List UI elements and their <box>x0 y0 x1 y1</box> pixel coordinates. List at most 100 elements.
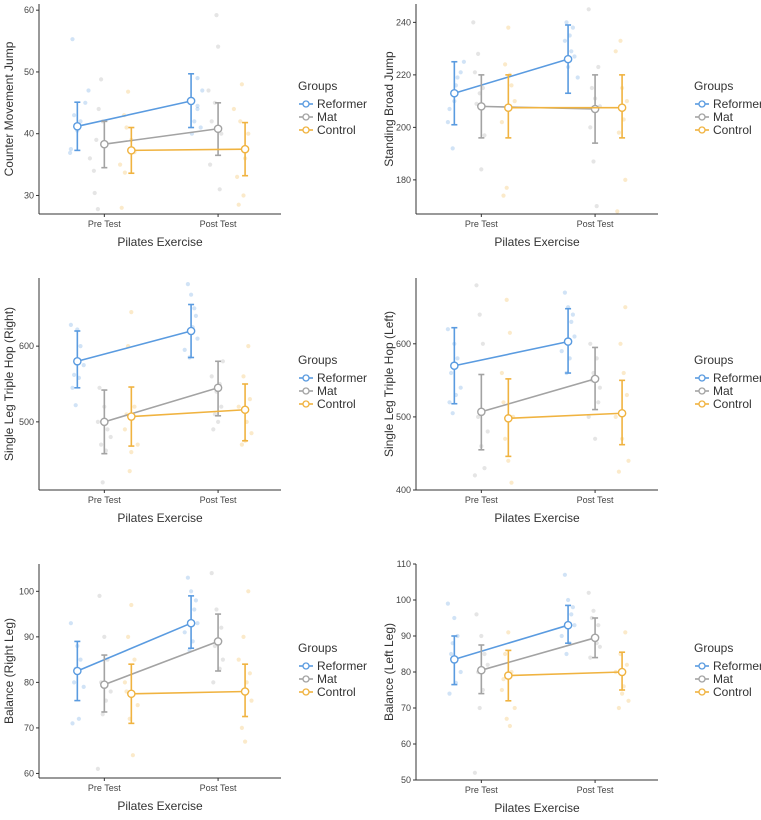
data-point <box>501 400 506 405</box>
data-point <box>479 167 484 172</box>
legend-label-reformer: Reformer <box>317 659 367 673</box>
y-tick-label: 60 <box>401 739 411 749</box>
y-tick-label: 30 <box>24 190 34 200</box>
data-point <box>455 633 460 639</box>
y-tick-label: 70 <box>24 723 34 733</box>
legend-key-marker <box>698 400 706 408</box>
legend-key-marker <box>698 374 706 382</box>
y-tick-label: 60 <box>24 5 34 15</box>
data-point <box>236 657 241 662</box>
data-point <box>588 655 593 660</box>
data-point <box>247 671 252 676</box>
data-point <box>589 85 594 91</box>
data-point <box>477 705 482 711</box>
mean-marker <box>450 361 459 371</box>
data-point <box>509 480 514 485</box>
y-axis-title: Balance (Right Leg) <box>2 618 16 724</box>
data-point <box>482 466 487 471</box>
y-tick-label: 40 <box>24 129 34 139</box>
chart-panel: 180 200 220 240 Pre Test Post Test Pilates Exe… <box>380 0 761 262</box>
x-axis-title: Pilates Exercise <box>494 511 580 525</box>
data-point <box>499 687 504 693</box>
data-point <box>192 607 197 612</box>
data-point <box>185 575 190 580</box>
data-point <box>238 119 243 124</box>
mean-marker <box>73 121 82 131</box>
series-line-control <box>131 408 246 418</box>
series-line-control <box>131 148 246 152</box>
data-point <box>94 137 99 142</box>
data-point <box>503 651 508 657</box>
series-line-mat <box>104 640 219 686</box>
data-point <box>613 49 618 54</box>
data-point <box>127 469 132 474</box>
data-point <box>126 634 131 639</box>
data-point <box>572 623 577 628</box>
x-tick-label: Pre Test <box>465 495 498 505</box>
x-axis-title: Pilates Exercise <box>117 235 203 249</box>
data-point <box>195 106 200 112</box>
data-point <box>86 88 91 93</box>
legend-title: Groups <box>694 79 733 93</box>
data-point <box>135 703 140 708</box>
data-point <box>249 431 254 436</box>
data-point <box>476 51 481 57</box>
data-point <box>72 372 77 377</box>
data-point <box>485 429 490 434</box>
mean-marker <box>477 102 486 111</box>
data-point <box>195 621 200 626</box>
data-point <box>92 190 97 196</box>
y-tick-label: 100 <box>396 595 411 605</box>
data-point <box>68 621 73 626</box>
y-tick-label: 70 <box>401 703 411 713</box>
legend-key-marker <box>302 113 310 121</box>
y-tick-label: 80 <box>24 677 34 687</box>
data-point <box>596 64 601 70</box>
x-axis-title: Pilates Exercise <box>494 801 580 815</box>
data-point <box>97 385 102 390</box>
x-tick-label: Post Test <box>577 785 614 795</box>
data-point <box>564 20 569 25</box>
mean-marker <box>73 666 82 676</box>
data-point <box>586 414 591 419</box>
x-tick-label: Pre Test <box>88 219 121 229</box>
mean-marker <box>477 407 486 417</box>
data-point <box>480 341 485 346</box>
series-line-reformer <box>77 622 192 672</box>
data-point <box>200 88 205 93</box>
mean-marker <box>213 637 223 646</box>
x-tick-label: Pre Test <box>465 785 498 795</box>
legend-key-marker <box>302 662 310 670</box>
data-point <box>445 601 450 606</box>
y-tick-label: 400 <box>396 485 411 495</box>
legend-label-control: Control <box>317 397 356 411</box>
data-point <box>239 442 244 447</box>
data-point <box>217 187 222 192</box>
data-point <box>189 292 194 297</box>
mean-marker <box>100 417 109 427</box>
x-tick-label: Pre Test <box>465 219 498 229</box>
data-point <box>241 193 246 198</box>
data-point <box>596 623 601 628</box>
data-point <box>81 363 86 368</box>
y-tick-label: 80 <box>401 667 411 677</box>
data-point <box>501 193 506 198</box>
data-point <box>192 306 197 311</box>
data-point <box>506 458 511 463</box>
data-point <box>447 106 452 112</box>
data-point <box>216 419 221 424</box>
data-point <box>562 290 567 295</box>
data-point <box>471 20 476 25</box>
data-point <box>68 322 73 327</box>
data-point <box>83 100 88 105</box>
data-point <box>212 100 217 105</box>
data-point <box>616 130 621 135</box>
data-point <box>99 77 104 82</box>
legend-key-marker <box>698 688 706 696</box>
y-axis-title: Single Leg Triple Hop (Left) <box>382 311 396 457</box>
data-point <box>509 83 514 88</box>
data-point <box>450 411 455 416</box>
y-tick-label: 90 <box>24 632 34 642</box>
data-point <box>474 612 479 617</box>
